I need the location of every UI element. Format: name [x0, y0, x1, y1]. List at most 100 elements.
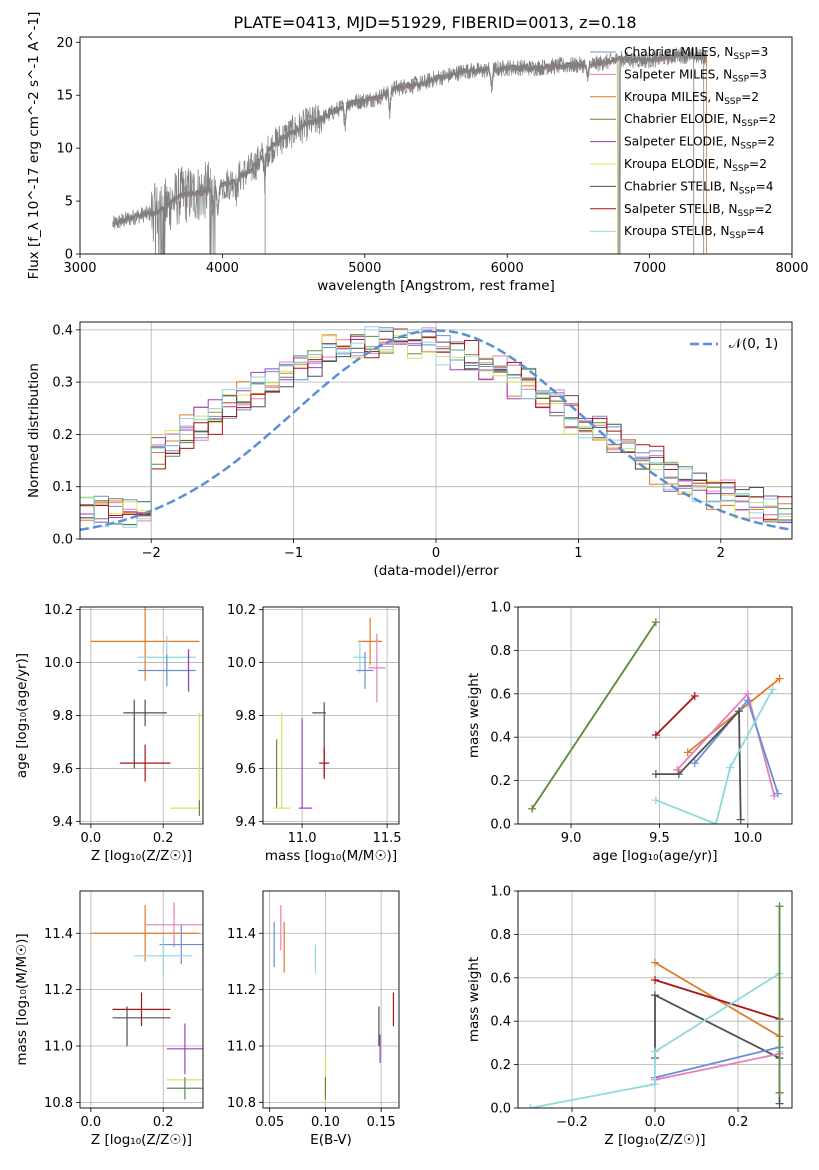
y-tick-label: 10.2: [227, 603, 256, 618]
spectrum-lines: [112, 47, 707, 254]
y-tick-label: 0.8: [490, 928, 511, 943]
weight-line: [654, 1046, 780, 1079]
y-tick-label: 0.2: [490, 774, 511, 789]
plus-marker: [711, 820, 720, 824]
legend-sub: SSP: [724, 97, 741, 107]
plus-marker: [674, 770, 683, 779]
x-tick-label: 10.0: [733, 831, 762, 846]
y-tick-label: 0.4: [52, 323, 73, 338]
data-spectrum-line: [112, 47, 707, 254]
x-tick-label: −2: [142, 546, 161, 561]
legend-main: Salpeter MILES, N: [624, 67, 732, 81]
y-tick-label: 11.2: [227, 983, 256, 998]
x-tick-label: 9.5: [649, 831, 670, 846]
data-point-errorbar: [159, 924, 203, 965]
y-axis-label: Normed distribution: [26, 363, 42, 498]
x-tick-label: 0.0: [645, 1115, 666, 1130]
x-tick-label: 0.2: [153, 1115, 174, 1130]
y-tick-label: 9.8: [235, 709, 256, 724]
y-axis-label: mass weight: [466, 957, 482, 1042]
legend-main: Chabrier ELODIE, N: [624, 112, 741, 126]
figure-title: PLATE=0413, MJD=51929, FIBERID=0013, z=0…: [233, 13, 636, 32]
plus-marker: [734, 707, 743, 716]
legend-tail: =2: [754, 202, 772, 216]
y-tick-label: 0.2: [490, 1058, 511, 1073]
y-tick-label: 0.6: [490, 971, 511, 986]
mass-weight-vs-age-panel: 9.0 9.5 10.0 0.0 0.2 0.4 0.6 0.8 1.0 age [log₁₀(a…: [466, 601, 793, 864]
axes-frame: [517, 890, 793, 1109]
y-tick-label: 11.0: [44, 1040, 73, 1055]
y-tick-label: 0.0: [52, 533, 73, 548]
plus-marker: [651, 618, 660, 627]
data-point-errorbar: [356, 651, 374, 690]
x-axis-label: mass [log₁₀(M/M☉)]: [265, 848, 397, 864]
x-tick-label: 6000: [491, 261, 524, 276]
weight-lines: [526, 902, 784, 1108]
y-axis-label: Flux [f_λ 10^-17 erg cm^-2 s^-1 A^-1]: [26, 12, 42, 280]
legend-tail: =4: [746, 224, 764, 238]
data-point-errorbar: [137, 654, 196, 687]
legend-entry: Chabrier STELIB, NSSP=4: [624, 179, 774, 196]
plus-marker: [775, 1088, 784, 1097]
plus-marker: [736, 815, 745, 824]
plus-marker: [651, 731, 660, 740]
data-point-errorbar: [123, 699, 167, 727]
plus-marker: [673, 765, 682, 774]
legend-entry: Salpeter ELODIE, NSSP=2: [624, 135, 775, 152]
x-tick-label: −1: [284, 546, 303, 561]
data-point-errorbar: [166, 1077, 203, 1100]
legend-entry: Chabrier ELODIE, NSSP=2: [624, 112, 776, 129]
data-point-errorbar: [112, 992, 171, 1027]
x-tick-label: 3000: [63, 261, 96, 276]
legend-entry: Kroupa STELIB, NSSP=4: [624, 224, 765, 241]
legend-entry: Kroupa MILES, NSSP=2: [624, 90, 759, 107]
plus-marker: [651, 991, 659, 1000]
data-point-errorbar: [119, 744, 171, 782]
legend-tail: =3: [749, 67, 767, 81]
weight-line: [654, 1052, 780, 1081]
y-tick-label: 10.0: [227, 656, 256, 671]
x-tick-label: 0: [432, 546, 440, 561]
plus-marker: [773, 789, 782, 798]
mass-weight-vs-metallicity-panel: −0.2 0.0 0.2 0.0 0.2 0.4 0.6 0.8 1.0 Z [log₁₀(Z/Z…: [466, 885, 793, 1148]
plus-marker: [651, 796, 660, 805]
plus-marker: [690, 759, 699, 768]
plus-marker: [651, 770, 660, 779]
x-axis-label: Z [log₁₀(Z/Z☉)]: [91, 1132, 192, 1148]
y-tick-label: 9.6: [235, 762, 256, 777]
data-point-errorbar: [358, 617, 382, 666]
x-tick-label: 0.10: [311, 1115, 340, 1130]
y-tick-label: 1.0: [490, 885, 511, 900]
y-axis-label: age [log₁₀(age/yr)]: [14, 653, 30, 778]
legend-sub: SSP: [740, 142, 757, 152]
legend-tail: =3: [750, 45, 768, 59]
mass-vs-ebv-panel: 0.05 0.10 0.15 10.8 11.0 11.2 11.4 E(B-V): [227, 890, 400, 1148]
plus-marker: [651, 975, 659, 984]
data-point-errorbar: [145, 902, 203, 948]
x-tick-label: −0.2: [556, 1115, 588, 1130]
legend-tail: =2: [758, 112, 776, 126]
legend-entry: Kroupa ELODIE, NSSP=2: [624, 157, 767, 174]
y-tick-label: 11.4: [227, 927, 256, 942]
plus-marker: [683, 748, 692, 757]
y-tick-label: 0.3: [52, 376, 73, 391]
x-tick-label: 9.0: [561, 831, 582, 846]
y-tick-label: 11.2: [44, 983, 73, 998]
x-tick-label: 0.2: [153, 831, 174, 846]
legend-tail: =4: [756, 179, 774, 193]
legend-entry: Salpeter STELIB, NSSP=2: [624, 202, 772, 219]
legend-main: Chabrier STELIB, N: [624, 179, 739, 193]
y-tick-label: 0.8: [490, 644, 511, 659]
weight-line: [654, 979, 780, 1020]
y-tick-label: 20: [56, 36, 73, 51]
y-tick-label: 0.0: [490, 818, 511, 833]
age-vs-metallicity-panel: 0.0 0.2 9.4 9.6 9.8 10.0 10.2 Z [log₁₀(Z/Z☉)] ag…: [14, 603, 204, 864]
y-tick-label: 0.4: [490, 731, 511, 746]
plus-marker: [775, 1099, 784, 1108]
legend-tail: =2: [749, 157, 767, 171]
weight-line: [655, 695, 696, 736]
y-tick-label: 9.8: [52, 709, 73, 724]
y-tick-label: 10.8: [44, 1096, 73, 1111]
weight-line: [655, 708, 742, 820]
